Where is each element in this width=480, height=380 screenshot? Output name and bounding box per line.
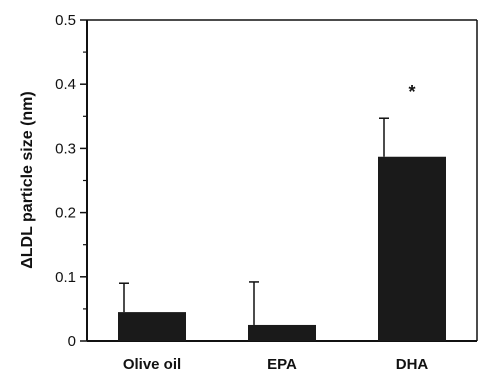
y-tick-label: 0.2 <box>55 205 76 222</box>
x-tick-label: Olive oil <box>123 356 181 373</box>
significance-marker: * <box>408 82 415 102</box>
x-tick-label: EPA <box>267 356 297 373</box>
y-tick-label: 0.5 <box>55 12 76 29</box>
plot-area: 0 0.1 0.2 0.3 0.4 0.5 Olive oil EPA DHA * <box>55 12 478 373</box>
bar <box>378 156 446 341</box>
y-tick-label: 0 <box>68 333 76 350</box>
y-tick-label: 0.4 <box>55 76 76 93</box>
y-tick-label: 0.1 <box>55 269 76 286</box>
y-tick-label: 0.3 <box>55 140 76 157</box>
x-tick-label: DHA <box>396 356 429 373</box>
bar <box>118 312 186 341</box>
bar <box>248 324 316 341</box>
y-axis-title: ΔLDL particle size (nm) <box>19 91 36 268</box>
